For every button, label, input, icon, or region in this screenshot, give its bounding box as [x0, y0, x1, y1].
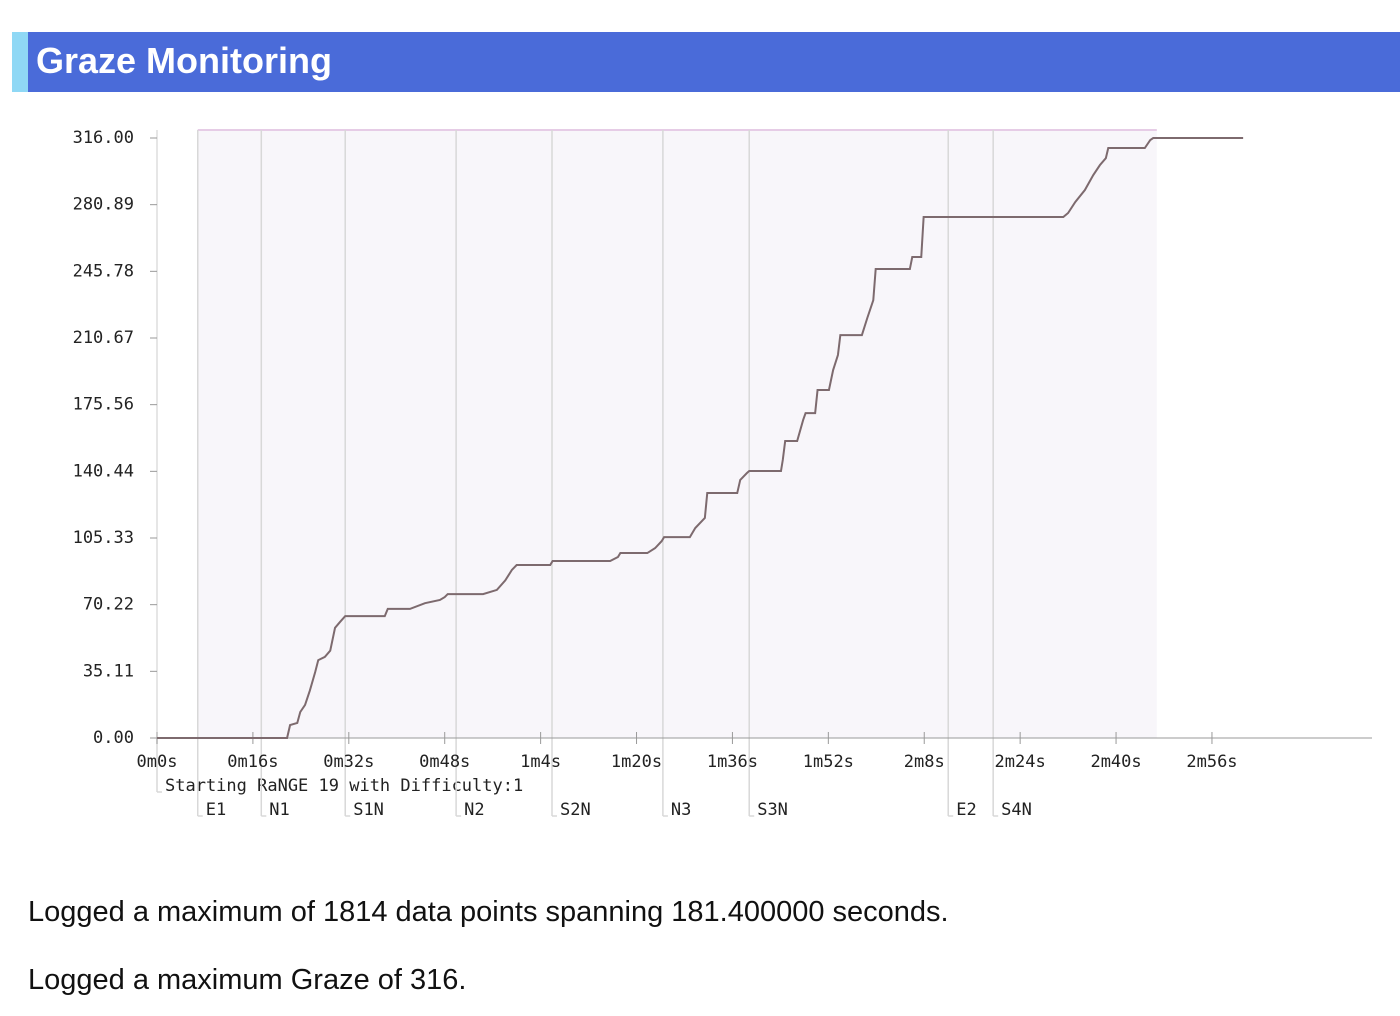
- event-label: Starting RaNGE 19 with Difficulty:1: [165, 776, 523, 796]
- y-tick-label: 175.56: [73, 395, 134, 415]
- page-title: Graze Monitoring: [36, 40, 332, 81]
- y-tick-label: 105.33: [73, 528, 134, 548]
- x-tick-label: 0m0s: [137, 752, 178, 772]
- event-label: S3N: [757, 800, 788, 820]
- x-tick-label: 2m56s: [1186, 752, 1237, 772]
- event-label: N3: [671, 800, 691, 820]
- event-label: N1: [269, 800, 289, 820]
- chart: Starting RaNGE 19 with Difficulty:1 E1 N1 S…: [73, 128, 1372, 820]
- y-tick-label: 245.78: [73, 261, 134, 281]
- event-label: E1: [206, 800, 226, 820]
- y-tick-label: 0.00: [93, 728, 134, 748]
- header-bar: Graze Monitoring: [12, 32, 1400, 92]
- x-tick-label: 0m32s: [323, 752, 374, 772]
- x-tick-label: 1m36s: [707, 752, 758, 772]
- y-tick-label: 140.44: [73, 461, 134, 481]
- y-tick-label: 280.89: [73, 195, 134, 215]
- x-tick-label: 2m24s: [995, 752, 1046, 772]
- event-label: S1N: [353, 800, 384, 820]
- x-tick-label: 1m4s: [520, 752, 561, 772]
- event-label: S2N: [560, 800, 591, 820]
- y-tick-label: 210.67: [73, 328, 134, 348]
- x-tick-label: 1m20s: [611, 752, 662, 772]
- x-tick-label: 0m48s: [419, 752, 470, 772]
- summary-text: Logged a maximum of 1814 data points spa…: [28, 896, 949, 928]
- x-tick-label: 0m16s: [227, 752, 278, 772]
- x-tick-label: 2m8s: [904, 752, 945, 772]
- summary-text: Logged a maximum Graze of 316.: [28, 964, 467, 996]
- y-tick-label: 70.22: [83, 595, 134, 615]
- x-tick-label: 2m40s: [1090, 752, 1141, 772]
- data-line: [157, 137, 1244, 739]
- event-label: E2: [956, 800, 976, 820]
- y-tick-label: 35.11: [83, 661, 134, 681]
- shaded-region: [197, 130, 1157, 738]
- y-tick-label: 316.00: [73, 128, 134, 148]
- x-tick-label: 1m52s: [803, 752, 854, 772]
- event-label: S4N: [1001, 800, 1032, 820]
- event-label: N2: [464, 800, 484, 820]
